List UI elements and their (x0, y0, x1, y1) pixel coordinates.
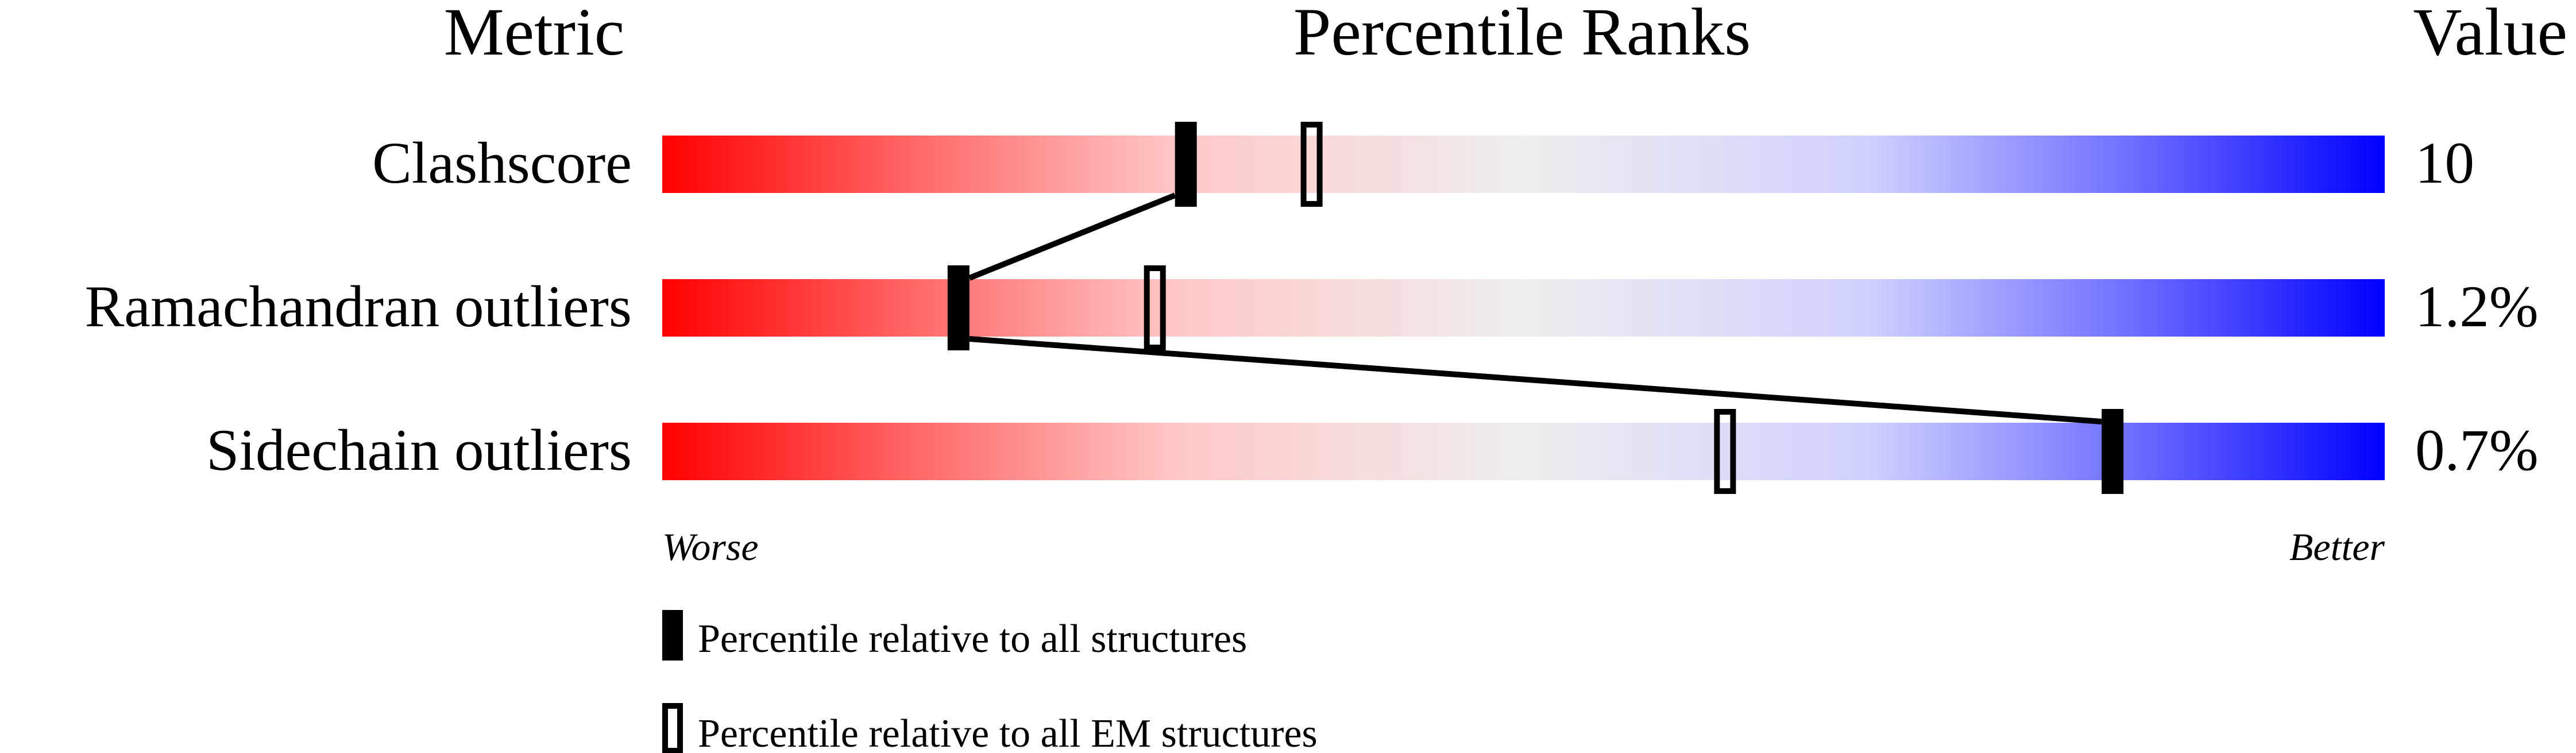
metric-row: Clashscore 10 (372, 122, 2474, 207)
metric-row: Ramachandran outliers 1.2% (85, 265, 2539, 350)
legend-filled-marker (662, 610, 683, 661)
metric-label: Clashscore (372, 130, 632, 196)
percentile-connector-line (969, 336, 2102, 424)
em-percentile-marker (1714, 409, 1736, 494)
all-percentile-marker (1175, 122, 1197, 207)
metric-value: 1.2% (2415, 274, 2539, 339)
percentile-gradient-bar (662, 279, 2385, 337)
em-percentile-marker (1300, 122, 1323, 207)
percentile-gradient-bar (662, 136, 2385, 193)
all-percentile-marker (947, 265, 970, 350)
metric-label: Sidechain outliers (206, 418, 632, 483)
header-percentile-ranks: Percentile Ranks (1293, 0, 1751, 69)
header-value: Value (2413, 0, 2567, 69)
legend-all-structures-label: Percentile relative to all structures (698, 617, 1247, 661)
legend-em-structures-label: Percentile relative to all EM structures (698, 712, 1318, 753)
legend-open-marker (662, 703, 683, 753)
percentile-gradient-bar (662, 423, 2385, 480)
worse-label: Worse (662, 525, 759, 569)
better-label: Better (2289, 525, 2385, 569)
all-percentile-marker (2102, 409, 2124, 494)
header-metric: Metric (444, 0, 625, 69)
metric-row: Sidechain outliers 0.7% (206, 409, 2539, 494)
metric-value: 10 (2415, 130, 2474, 196)
percentile-connector-line (968, 192, 1176, 281)
metric-value: 0.7% (2415, 418, 2539, 483)
metric-label: Ramachandran outliers (85, 274, 632, 339)
em-percentile-marker (1144, 265, 1166, 350)
